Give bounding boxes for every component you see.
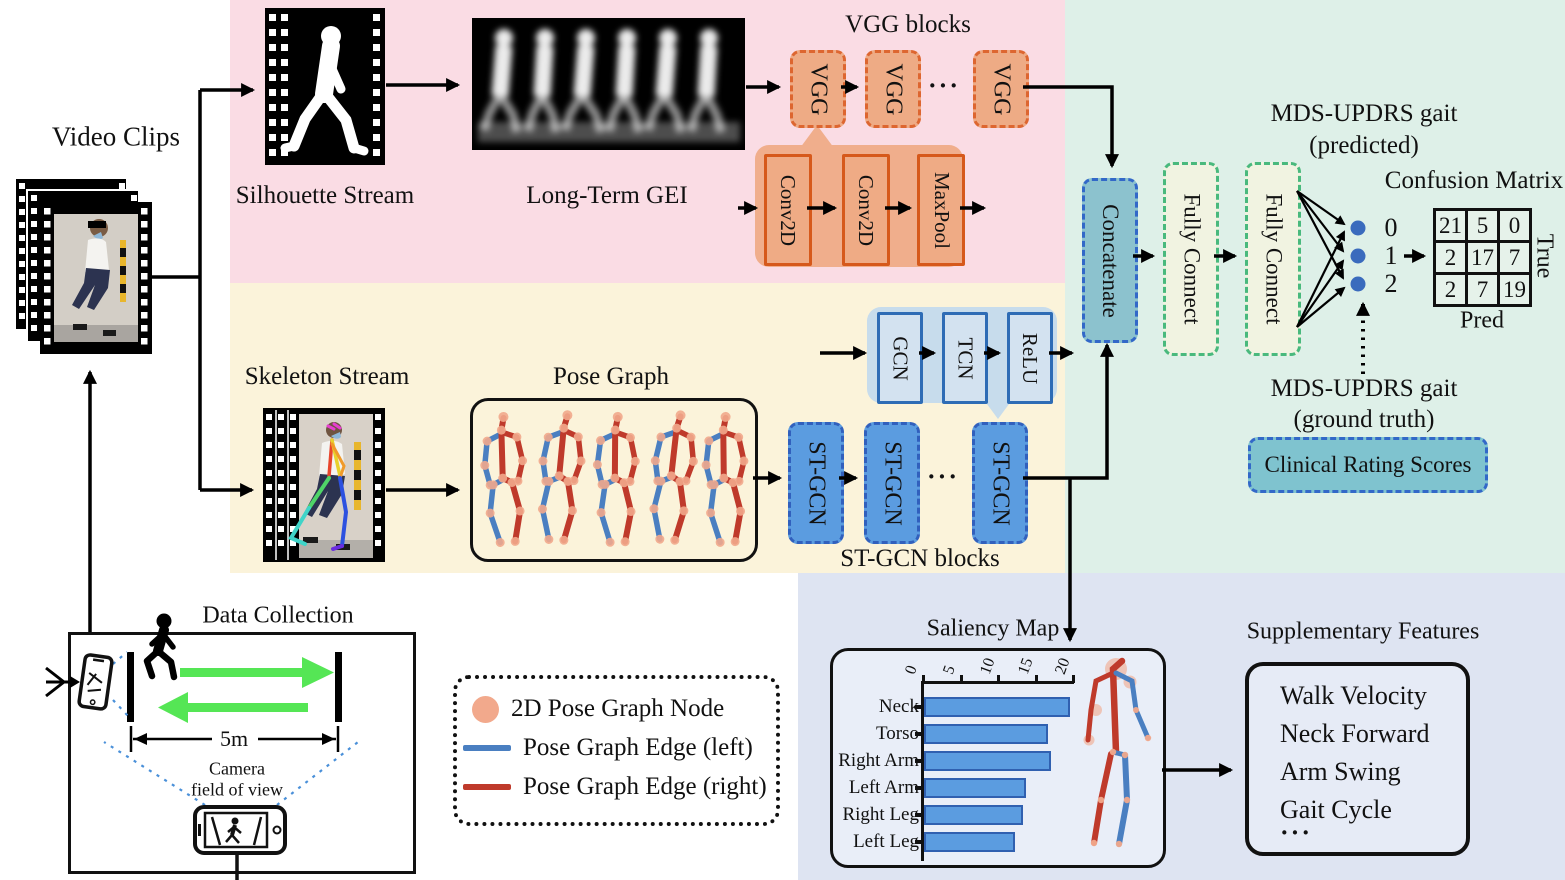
saliency-y-tick: [915, 705, 923, 709]
saliency-x-tick: [997, 675, 1000, 683]
vgg-block-1: VGG: [790, 50, 846, 128]
supplementary-item: Arm Swing: [1280, 757, 1401, 786]
video-clips-stack: [14, 177, 152, 354]
supplementary-features-box: [1245, 662, 1470, 856]
distance-label: 5m: [219, 726, 249, 751]
class-label-1: 1: [1384, 241, 1398, 270]
mds-predicted-line1: MDS-UPDRS gait: [1270, 100, 1458, 127]
video-clips-label: Video Clips: [51, 121, 181, 152]
saliency-y-tick: [915, 840, 923, 844]
saliency-y-tick: [915, 732, 923, 736]
saliency-x-tick-label: 10: [977, 655, 999, 677]
saliency-category-label: Right Leg: [842, 804, 919, 825]
cm-cell: 7: [1500, 243, 1529, 272]
concatenate-box: Concatenate: [1082, 178, 1138, 343]
saliency-x-tick-label: 20: [1052, 655, 1074, 677]
cm-cell: 5: [1468, 211, 1497, 240]
pred-axis-label: Pred: [1460, 307, 1504, 334]
gcn-box: GCN: [877, 312, 923, 404]
vgg-block-2: VGG: [865, 50, 921, 128]
mds-ground-truth-line2: (ground truth): [1293, 406, 1435, 433]
camera-fov-line1: Camera: [209, 758, 265, 779]
cm-cell: 0: [1500, 211, 1529, 240]
camera-fov-line2: field of view: [191, 779, 283, 800]
mds-ground-truth-line1: MDS-UPDRS gait: [1270, 375, 1458, 402]
data-collection-box: [68, 632, 416, 874]
saliency-map-title: Saliency Map: [926, 615, 1060, 642]
saliency-y-tick: [915, 759, 923, 763]
saliency-x-tick: [1034, 675, 1038, 683]
cm-cell: 19: [1500, 275, 1529, 304]
saliency-bar: [924, 751, 1051, 771]
saliency-category-label: Neck: [878, 696, 919, 717]
saliency-y-tick: [915, 786, 923, 790]
supplementary-features-title: Supplementary Features: [1246, 618, 1480, 645]
vgg-blocks-title: VGG blocks: [845, 11, 971, 38]
saliency-category-label: Torso: [875, 723, 919, 744]
legend-row-edge-right: Pose Graph Edge (right): [463, 772, 767, 802]
pose-graph-box: [470, 398, 758, 562]
supplementary-item: Neck Forward: [1280, 719, 1430, 748]
saliency-x-tick: [922, 675, 925, 683]
class-label-2: 2: [1384, 269, 1398, 298]
supplementary-item: Walk Velocity: [1280, 681, 1427, 710]
saliency-bar: [924, 778, 1026, 798]
saliency-bar: [924, 832, 1015, 852]
saliency-category-label: Right Arm: [838, 750, 919, 771]
saliency-x-tick: [959, 675, 963, 683]
saliency-x-tick-label: 15: [1014, 655, 1037, 677]
fully-connect-box-1: Fully Connect: [1163, 162, 1219, 356]
clinical-rating-scores-box: Clinical Rating Scores: [1248, 437, 1488, 493]
cm-cell: 7: [1468, 275, 1497, 304]
pose-graph-title: Pose Graph: [553, 363, 669, 390]
confusion-matrix-title: Confusion Matrix: [1384, 167, 1564, 194]
data-collection-title: Data Collection: [202, 602, 354, 629]
saliency-bar: [924, 724, 1048, 744]
class-label-0: 0: [1384, 213, 1398, 242]
saliency-x-tick-label: 0: [902, 663, 921, 677]
saliency-bar-chart: Neck Torso Right Arm Left Arm Right Leg Left …: [833, 651, 1163, 865]
saliency-y-axis: [921, 681, 924, 861]
vgg-ellipsis: ···: [927, 71, 961, 100]
confusion-matrix: 21 5 0 2 17 7 2 7 19: [1433, 208, 1532, 307]
conv2d-box-1: Conv2D: [764, 154, 812, 266]
maxpool-box: MaxPool: [917, 154, 965, 266]
long-term-gei-label: Long-Term GEI: [526, 182, 688, 209]
stgcn-blocks-title: ST-GCN blocks: [840, 545, 1000, 572]
edge-left-swatch: [463, 745, 511, 751]
saliency-x-tick: [1072, 675, 1075, 683]
stgcn-ellipsis: ···: [926, 462, 960, 491]
vgg-block-3: VGG: [973, 50, 1029, 128]
walking-person-photo: [54, 214, 138, 342]
saliency-y-tick: [915, 813, 923, 817]
relu-box: ReLU: [1007, 312, 1053, 404]
true-axis-label: True: [1531, 233, 1558, 279]
saliency-map-box: Neck Torso Right Arm Left Arm Right Leg Left …: [830, 648, 1166, 868]
saliency-category-label: Left Arm: [848, 777, 919, 798]
stgcn-block-3: ST-GCN: [972, 422, 1028, 544]
stgcn-block-1: ST-GCN: [788, 422, 844, 544]
tcn-box: TCN: [942, 312, 988, 404]
fully-connect-box-2: Fully Connect: [1245, 162, 1301, 356]
cm-cell: 2: [1436, 275, 1465, 304]
silhouette-stream-label: Silhouette Stream: [235, 182, 415, 209]
saliency-bar: [924, 805, 1023, 825]
pose-node-swatch: [472, 695, 499, 723]
saliency-x-tick-label: 5: [939, 663, 959, 677]
cm-cell: 17: [1468, 243, 1497, 272]
saliency-bar: [924, 697, 1071, 717]
conv2d-box-2: Conv2D: [842, 154, 890, 266]
mds-predicted-line2: (predicted): [1309, 132, 1419, 159]
edge-right-swatch: [463, 784, 511, 790]
cm-cell: 21: [1436, 211, 1465, 240]
cm-cell: 2: [1436, 243, 1465, 272]
skeleton-stream-label: Skeleton Stream: [244, 363, 410, 390]
stgcn-block-2: ST-GCN: [864, 422, 920, 544]
saliency-category-label: Left Leg: [853, 831, 919, 852]
legend-row-edge-left: Pose Graph Edge (left): [463, 733, 753, 763]
supplementary-item-ellipsis: ···: [1280, 818, 1313, 847]
legend-row-node: 2D Pose Graph Node: [472, 694, 724, 724]
supplementary-item: Gait Cycle: [1280, 795, 1392, 824]
